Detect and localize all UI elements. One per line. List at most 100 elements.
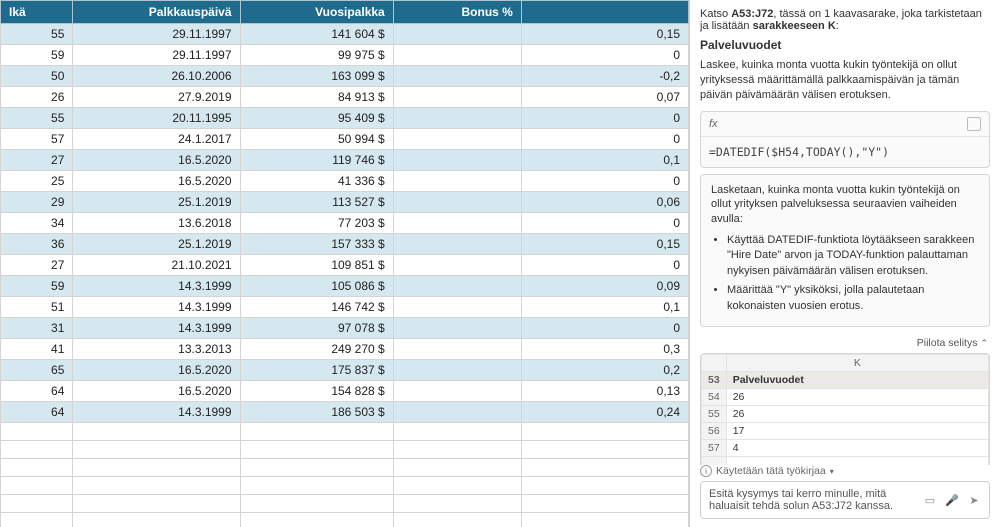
cell[interactable]: 186 503 $ (240, 402, 393, 423)
cell[interactable] (1, 441, 73, 459)
cell[interactable] (393, 459, 521, 477)
attachment-icon[interactable]: ▭ (923, 494, 937, 507)
mic-icon[interactable]: 🎤 (945, 494, 959, 507)
table-row[interactable]: 2716.5.2020119 746 $ 0,1 (1, 150, 689, 171)
cell[interactable]: 16.5.2020 (73, 360, 240, 381)
cell[interactable] (393, 297, 521, 318)
cell[interactable]: 113 527 $ (240, 192, 393, 213)
cell[interactable] (393, 360, 521, 381)
cell[interactable]: 27 (1, 150, 73, 171)
table-row[interactable] (1, 477, 689, 495)
cell[interactable] (393, 513, 521, 527)
cell[interactable] (521, 441, 688, 459)
cell[interactable]: 21.10.2021 (73, 255, 240, 276)
cell[interactable]: 0 (521, 45, 688, 66)
cell[interactable]: 25.1.2019 (73, 192, 240, 213)
cell[interactable]: 99 975 $ (240, 45, 393, 66)
cell[interactable]: 50 994 $ (240, 129, 393, 150)
formula-text[interactable]: =DATEDIF($H54,TODAY(),"Y") (701, 137, 989, 167)
context-indicator[interactable]: i Käytetään tätä työkirjaa ▾ (700, 465, 990, 477)
cell[interactable]: 163 099 $ (240, 66, 393, 87)
cell[interactable]: 55 (1, 108, 73, 129)
table-row[interactable]: 6416.5.2020154 828 $0,13 (1, 381, 689, 402)
cell[interactable]: 0,3 (521, 339, 688, 360)
table-row[interactable]: 5529.11.1997141 604 $ 0,15 (1, 24, 689, 45)
cell[interactable]: 20.11.1995 (73, 108, 240, 129)
cell[interactable] (521, 513, 688, 527)
cell[interactable] (73, 477, 240, 495)
cell[interactable]: 146 742 $ (240, 297, 393, 318)
cell[interactable]: -0,2 (521, 66, 688, 87)
table-row[interactable]: 6516.5.2020175 837 $0,2 (1, 360, 689, 381)
cell[interactable]: 26.10.2006 (73, 66, 240, 87)
table-row[interactable]: 6414.3.1999186 503 $0,24 (1, 402, 689, 423)
cell[interactable]: 141 604 $ (240, 24, 393, 45)
cell[interactable]: 24.1.2017 (73, 129, 240, 150)
cell[interactable] (240, 423, 393, 441)
cell[interactable] (521, 423, 688, 441)
cell[interactable]: 0,1 (521, 150, 688, 171)
cell[interactable] (393, 339, 521, 360)
table-row[interactable]: 5026.10.2006163 099 $ -0,2 (1, 66, 689, 87)
cell[interactable]: 55 (1, 24, 73, 45)
cell[interactable] (393, 477, 521, 495)
col-header-bonus[interactable]: Bonus % (393, 1, 521, 24)
cell[interactable] (240, 459, 393, 477)
cell[interactable]: 0,15 (521, 234, 688, 255)
prompt-input[interactable]: Esitä kysymys tai kerro minulle, mitä ha… (700, 481, 990, 519)
cell[interactable]: 14.3.1999 (73, 276, 240, 297)
cell[interactable] (1, 477, 73, 495)
table-row[interactable]: 2627.9.201984 913 $0,07 (1, 87, 689, 108)
cell[interactable] (1, 495, 73, 513)
cell[interactable]: 14.3.1999 (73, 297, 240, 318)
table-row[interactable]: 4113.3.2013249 270 $0,3 (1, 339, 689, 360)
cell[interactable]: 0,24 (521, 402, 688, 423)
cell[interactable]: 64 (1, 381, 73, 402)
table-row[interactable]: 3625.1.2019157 333 $0,15 (1, 234, 689, 255)
cell[interactable] (393, 171, 521, 192)
cell[interactable]: 0,07 (521, 87, 688, 108)
cell[interactable]: 84 913 $ (240, 87, 393, 108)
cell[interactable] (393, 234, 521, 255)
cell[interactable]: 0,09 (521, 276, 688, 297)
col-header-age[interactable]: Ikä (1, 1, 73, 24)
cell[interactable]: 0,1 (521, 297, 688, 318)
cell[interactable]: 14.3.1999 (73, 318, 240, 339)
col-header-salary[interactable]: Vuosipalkka (240, 1, 393, 24)
cell[interactable]: 41 336 $ (240, 171, 393, 192)
table-row[interactable]: 5724.1.201750 994 $0 (1, 129, 689, 150)
cell[interactable]: 157 333 $ (240, 234, 393, 255)
table-row[interactable]: 3413.6.201877 203 $0 (1, 213, 689, 234)
table-row[interactable] (1, 423, 689, 441)
cell[interactable]: 59 (1, 45, 73, 66)
table-row[interactable]: 5114.3.1999146 742 $0,1 (1, 297, 689, 318)
cell[interactable]: 29.11.1997 (73, 45, 240, 66)
cell[interactable] (393, 276, 521, 297)
cell[interactable]: 57 (1, 129, 73, 150)
cell[interactable]: 97 078 $ (240, 318, 393, 339)
cell[interactable]: 14.3.1999 (73, 402, 240, 423)
cell[interactable] (393, 45, 521, 66)
cell[interactable]: 0,06 (521, 192, 688, 213)
cell[interactable]: 29.11.1997 (73, 24, 240, 45)
cell[interactable]: 0,15 (521, 24, 688, 45)
cell[interactable]: 50 (1, 66, 73, 87)
cell[interactable]: 59 (1, 276, 73, 297)
cell[interactable]: 119 746 $ (240, 150, 393, 171)
send-icon[interactable]: ➤ (967, 494, 981, 507)
cell[interactable] (73, 495, 240, 513)
cell[interactable] (73, 513, 240, 527)
table-row[interactable]: 5914.3.1999105 086 $0,09 (1, 276, 689, 297)
table-row[interactable]: 5520.11.199595 409 $0 (1, 108, 689, 129)
cell[interactable] (1, 459, 73, 477)
cell[interactable] (393, 66, 521, 87)
cell[interactable]: 175 837 $ (240, 360, 393, 381)
col-header-hiredate[interactable]: Palkkauspäivä (73, 1, 240, 24)
table-row[interactable] (1, 441, 689, 459)
cell[interactable]: 34 (1, 213, 73, 234)
cell[interactable]: 16.5.2020 (73, 150, 240, 171)
cell[interactable]: 0 (521, 255, 688, 276)
cell[interactable] (521, 477, 688, 495)
cell[interactable]: 0 (521, 108, 688, 129)
cell[interactable] (393, 192, 521, 213)
